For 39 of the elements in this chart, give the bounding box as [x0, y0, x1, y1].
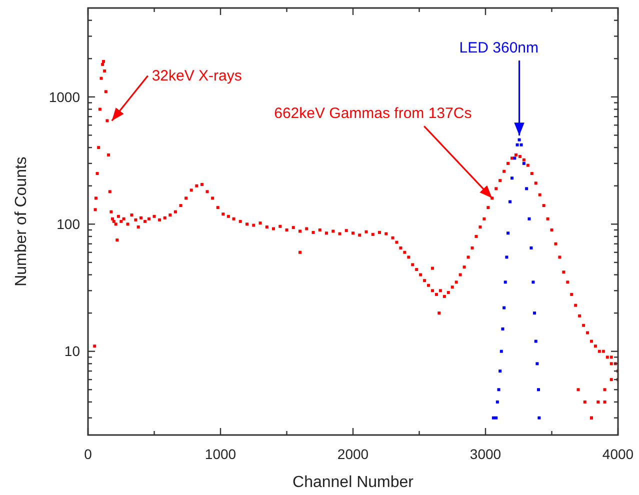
point — [536, 362, 539, 366]
point — [502, 306, 506, 310]
annotation: 32keV X-rays — [152, 68, 242, 85]
point — [534, 340, 538, 343]
point — [537, 388, 540, 392]
point — [518, 138, 521, 142]
point — [530, 246, 533, 250]
point — [510, 176, 514, 180]
point — [538, 416, 541, 420]
point — [508, 200, 512, 204]
y-tick-label: 1000 — [48, 88, 80, 105]
x-tick-label: 1000 — [204, 446, 236, 462]
x-tick-label: 3000 — [470, 446, 502, 462]
point — [496, 400, 499, 404]
point — [522, 162, 526, 165]
point — [533, 312, 536, 315]
point — [497, 388, 500, 392]
point — [532, 280, 535, 284]
point — [506, 232, 510, 235]
y-tick-label: 100 — [56, 216, 80, 232]
annotation: LED 360nm — [459, 39, 539, 56]
point — [501, 327, 504, 330]
point — [516, 143, 519, 146]
point — [494, 416, 498, 420]
y-axis-title: Number of Counts — [13, 156, 30, 286]
point — [504, 280, 507, 284]
point — [520, 143, 523, 146]
annotation: 662keV Gammas from 137Cs — [274, 105, 472, 122]
point — [528, 217, 531, 220]
point — [500, 350, 503, 353]
y-tick-label: 10 — [64, 343, 80, 360]
x-tick-label: 4000 — [602, 446, 634, 462]
point — [513, 156, 516, 160]
x-axis-title: Channel Number — [292, 474, 414, 491]
point — [525, 187, 528, 190]
point — [498, 370, 502, 373]
x-tick-label: 0 — [84, 446, 92, 462]
point — [505, 256, 508, 259]
x-tick-label: 2000 — [337, 446, 369, 462]
